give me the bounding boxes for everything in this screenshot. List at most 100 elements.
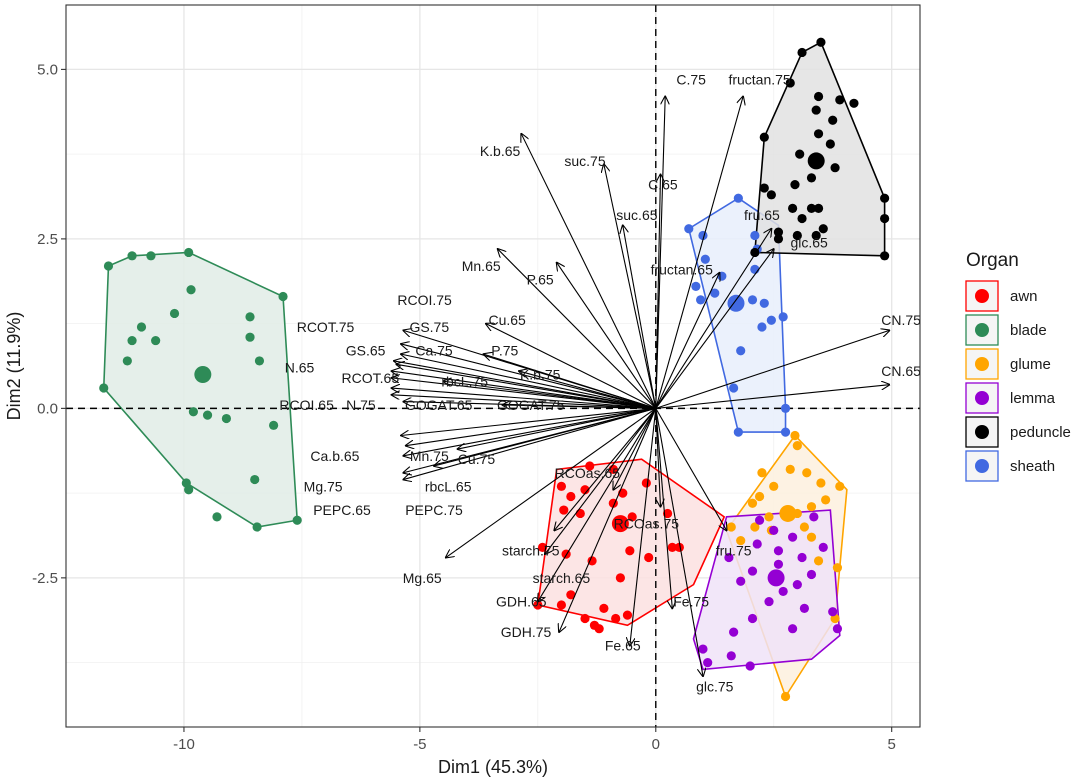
point-peduncle: [814, 129, 823, 138]
point-blade: [245, 312, 254, 321]
point-sheath: [696, 295, 705, 304]
point-glume: [790, 431, 799, 440]
point-peduncle: [880, 214, 889, 223]
legend-label-glume: glume: [1010, 356, 1051, 373]
point-peduncle: [828, 116, 837, 125]
label-Cu-65: Cu.65: [488, 312, 526, 328]
point-awn: [623, 611, 632, 620]
point-peduncle: [774, 234, 783, 243]
label-RCOI-65: RCOI.65: [279, 397, 334, 413]
legend-swatch-awn: [975, 289, 989, 303]
label-CN-75: CN.75: [881, 312, 921, 328]
point-awn: [559, 505, 568, 514]
point-blade: [250, 475, 259, 484]
legend-swatch-lemma: [975, 391, 989, 405]
x-axis-title: Dim1 (45.3%): [438, 757, 548, 777]
label-PEPC-75: PEPC.75: [405, 502, 463, 518]
y-tick-label: 0.0: [37, 400, 58, 417]
point-lemma: [748, 614, 757, 623]
point-peduncle: [814, 204, 823, 213]
point-lemma: [774, 546, 783, 555]
label-fructan-75: fructan.75: [728, 72, 790, 88]
point-awn: [566, 492, 575, 501]
label-K-b-75: K.b.75: [520, 366, 561, 382]
legend-label-peduncle: peduncle: [1010, 424, 1071, 441]
point-blade: [293, 516, 302, 525]
point-peduncle: [849, 99, 858, 108]
centroid-blade: [194, 366, 211, 383]
label-RCOT-65: RCOT.65: [342, 370, 400, 386]
label-Mg-75: Mg.75: [304, 478, 343, 494]
point-lemma: [746, 661, 755, 670]
label-Mn-75: Mn.75: [410, 448, 449, 464]
plot-area: C.75 fructan.75K.b.65suc.75C.65suc.65 fru.…: [66, 5, 921, 727]
point-blade: [269, 421, 278, 430]
label-P-65: P.65: [527, 272, 554, 288]
label-Mg-65: Mg.65: [403, 570, 442, 586]
label-GOGAT-65: GOGAT.65: [405, 397, 473, 413]
centroid-peduncle: [808, 152, 825, 169]
point-lemma: [793, 580, 802, 589]
point-lemma: [729, 627, 738, 636]
label-RCOI-75: RCOI.75: [397, 292, 452, 308]
point-awn: [611, 614, 620, 623]
point-peduncle: [760, 133, 769, 142]
point-awn: [557, 482, 566, 491]
point-peduncle: [880, 251, 889, 260]
y-axis-title: Dim2 (11.9%): [4, 312, 24, 421]
point-peduncle: [814, 92, 823, 101]
pca-biplot: C.75 fructan.75K.b.65suc.75C.65suc.65 fru.…: [0, 0, 1084, 783]
point-blade: [99, 383, 108, 392]
point-blade: [245, 333, 254, 342]
point-blade: [222, 414, 231, 423]
point-glume: [814, 556, 823, 565]
point-glume: [833, 563, 842, 572]
point-awn: [625, 546, 634, 555]
point-glume: [755, 492, 764, 501]
label-fructan-65: fructan.65: [651, 261, 713, 277]
point-blade: [252, 522, 261, 531]
y-tick-label: -2.5: [32, 570, 58, 587]
point-sheath: [767, 316, 776, 325]
label-Fe-65: Fe.65: [605, 638, 641, 654]
centroid-lemma: [768, 569, 785, 586]
point-peduncle: [797, 214, 806, 223]
point-blade: [137, 322, 146, 331]
point-peduncle: [816, 38, 825, 47]
legend-swatch-sheath: [975, 459, 989, 473]
point-sheath: [781, 427, 790, 436]
legend-swatch-blade: [975, 323, 989, 337]
point-peduncle: [795, 150, 804, 159]
y-tick-label: 2.5: [37, 231, 58, 248]
point-sheath: [750, 231, 759, 240]
legend-label-awn: awn: [1010, 288, 1038, 305]
label-CN-65: CN.65: [881, 363, 921, 379]
legend-swatch-glume: [975, 357, 989, 371]
point-glume: [802, 468, 811, 477]
point-sheath: [781, 404, 790, 413]
point-glume: [748, 499, 757, 508]
legend-label-blade: blade: [1010, 322, 1047, 339]
point-peduncle: [760, 183, 769, 192]
point-lemma: [807, 570, 816, 579]
point-sheath: [734, 194, 743, 203]
point-glume: [764, 512, 773, 521]
point-sheath: [734, 427, 743, 436]
label-C-65: C.65: [648, 177, 678, 193]
label-suc-65: suc.65: [616, 207, 657, 223]
point-lemma: [769, 526, 778, 535]
point-glume: [757, 468, 766, 477]
label-GS-75: GS.75: [409, 319, 449, 335]
point-glume: [786, 465, 795, 474]
point-blade: [127, 251, 136, 260]
x-tick-label: 5: [888, 736, 896, 753]
point-peduncle: [880, 194, 889, 203]
point-lemma: [698, 644, 707, 653]
legend-swatch-peduncle: [975, 425, 989, 439]
point-lemma: [755, 516, 764, 525]
point-blade: [127, 336, 136, 345]
point-lemma: [748, 566, 757, 575]
label-glc-65: glc.65: [790, 234, 828, 250]
legend-label-lemma: lemma: [1010, 390, 1056, 407]
point-lemma: [703, 658, 712, 667]
